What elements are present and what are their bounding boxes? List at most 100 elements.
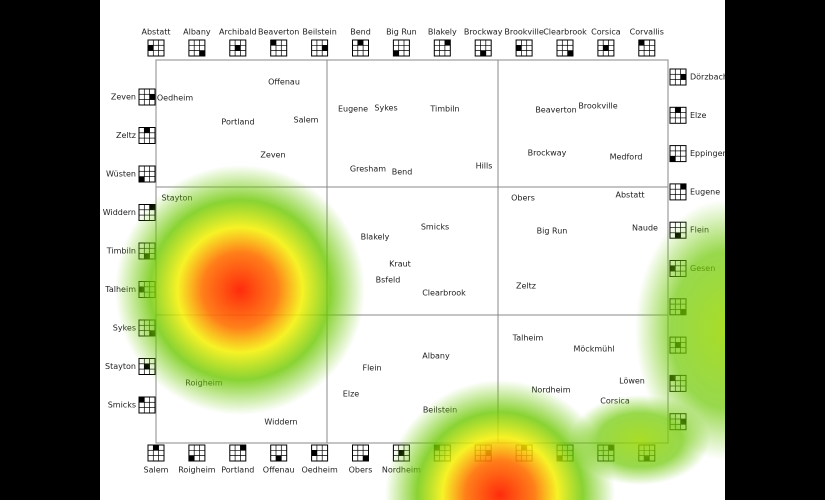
column-label: Blakely — [428, 28, 457, 37]
grid-icon — [352, 39, 369, 57]
grid-icon — [352, 444, 369, 462]
column-label: Big Run — [386, 28, 417, 37]
column-label: Albany — [183, 28, 211, 37]
place-label: Portland — [221, 118, 254, 127]
place-label: Kraut — [389, 260, 411, 269]
place-label: Flein — [362, 364, 381, 373]
grid-icon — [138, 127, 156, 144]
place-label: Möckmühl — [574, 345, 615, 354]
row-label: Timbiln — [106, 247, 136, 256]
place-label: Nordheim — [531, 386, 570, 395]
column-label: Archibald — [219, 28, 257, 37]
place-label: Gresham — [350, 165, 386, 174]
column-label: Bend — [350, 28, 371, 37]
icon-cell — [675, 107, 681, 113]
icon-frame — [138, 396, 156, 414]
icon-cell — [480, 50, 486, 56]
row-label: Stayton — [105, 362, 136, 371]
place-label: Clearbrook — [422, 289, 466, 298]
column-label: Corsica — [591, 28, 621, 37]
place-label: Zeven — [260, 151, 285, 160]
icon-frame — [352, 39, 369, 57]
icon-cell — [357, 40, 364, 46]
row-label: Eugene — [690, 187, 720, 196]
icon-frame — [138, 88, 156, 106]
column-label: Beilstein — [302, 28, 336, 37]
icon-cell — [363, 455, 369, 461]
icon-frame — [669, 68, 687, 86]
icon-frame — [311, 444, 329, 462]
icon-cell — [670, 156, 676, 162]
grid-icon — [311, 444, 329, 462]
icon-cell — [188, 455, 195, 461]
icon-frame — [352, 444, 369, 462]
icon-cell — [680, 183, 686, 190]
icon-cell — [144, 127, 150, 133]
grid-icon — [138, 88, 156, 106]
icon-cell — [270, 40, 276, 46]
right-border — [725, 0, 825, 500]
place-label: Oedheim — [157, 94, 194, 103]
place-label: Sykes — [374, 104, 397, 113]
row-label: Zeven — [111, 93, 136, 102]
place-label: Abstatt — [615, 191, 644, 200]
place-label: Bsfeld — [376, 276, 401, 285]
place-label: Bend — [392, 168, 413, 177]
grid-icon — [515, 39, 533, 57]
row-label: Elze — [690, 111, 706, 120]
place-label: Salem — [294, 116, 319, 125]
icon-frame — [270, 39, 288, 57]
icon-frame — [147, 39, 165, 57]
place-label: Blakely — [361, 233, 390, 242]
column-label: Oedheim — [301, 466, 338, 475]
grid-icon — [597, 39, 615, 57]
icon-cell — [153, 445, 159, 451]
icon-cell — [240, 445, 246, 451]
grid-icon — [188, 39, 206, 57]
grid-icon — [556, 39, 574, 57]
icon-frame — [515, 39, 533, 57]
grid-icon — [638, 39, 656, 57]
grid-icon — [392, 39, 410, 57]
column-label: Brookville — [504, 28, 543, 37]
place-label: Obers — [511, 194, 535, 203]
column-label: Beaverton — [258, 28, 299, 37]
grid-icon — [138, 396, 156, 414]
icon-cell — [139, 397, 145, 403]
place-label: Zeltz — [516, 282, 536, 291]
icon-frame — [229, 444, 247, 462]
row-label: Eppingen — [690, 149, 728, 158]
place-label: Medford — [610, 153, 643, 162]
column-label: Offenau — [263, 466, 295, 475]
grid-icon — [474, 39, 492, 57]
place-label: Talheim — [512, 334, 544, 343]
icon-frame — [138, 127, 156, 144]
icon-cell — [603, 45, 609, 51]
column-label: Corvallis — [630, 28, 664, 37]
row-label: Wüsten — [106, 170, 136, 179]
row-label: Zeltz — [116, 131, 136, 140]
icon-frame — [270, 444, 288, 462]
column-label: Abstatt — [141, 28, 170, 37]
grid-icon — [138, 165, 156, 183]
row-label: Widdern — [103, 208, 136, 217]
icon-cell — [199, 50, 205, 56]
icon-cell — [567, 50, 573, 56]
icon-frame — [638, 39, 656, 57]
place-label: Beaverton — [535, 106, 576, 115]
icon-cell — [638, 40, 645, 46]
icon-frame — [392, 39, 410, 57]
icon-frame — [311, 39, 329, 57]
icon-frame — [556, 39, 574, 57]
place-label: Naude — [632, 224, 658, 233]
icon-frame — [147, 444, 165, 462]
column-label: Salem — [144, 466, 169, 475]
place-label: Elze — [343, 390, 359, 399]
icon-frame — [138, 165, 156, 183]
grid-icon — [311, 39, 329, 57]
column-label: Obers — [349, 466, 373, 475]
icon-frame — [669, 183, 687, 201]
grid-icon — [669, 183, 687, 201]
place-label: Löwen — [619, 377, 645, 386]
column-label: Brockway — [464, 28, 503, 37]
